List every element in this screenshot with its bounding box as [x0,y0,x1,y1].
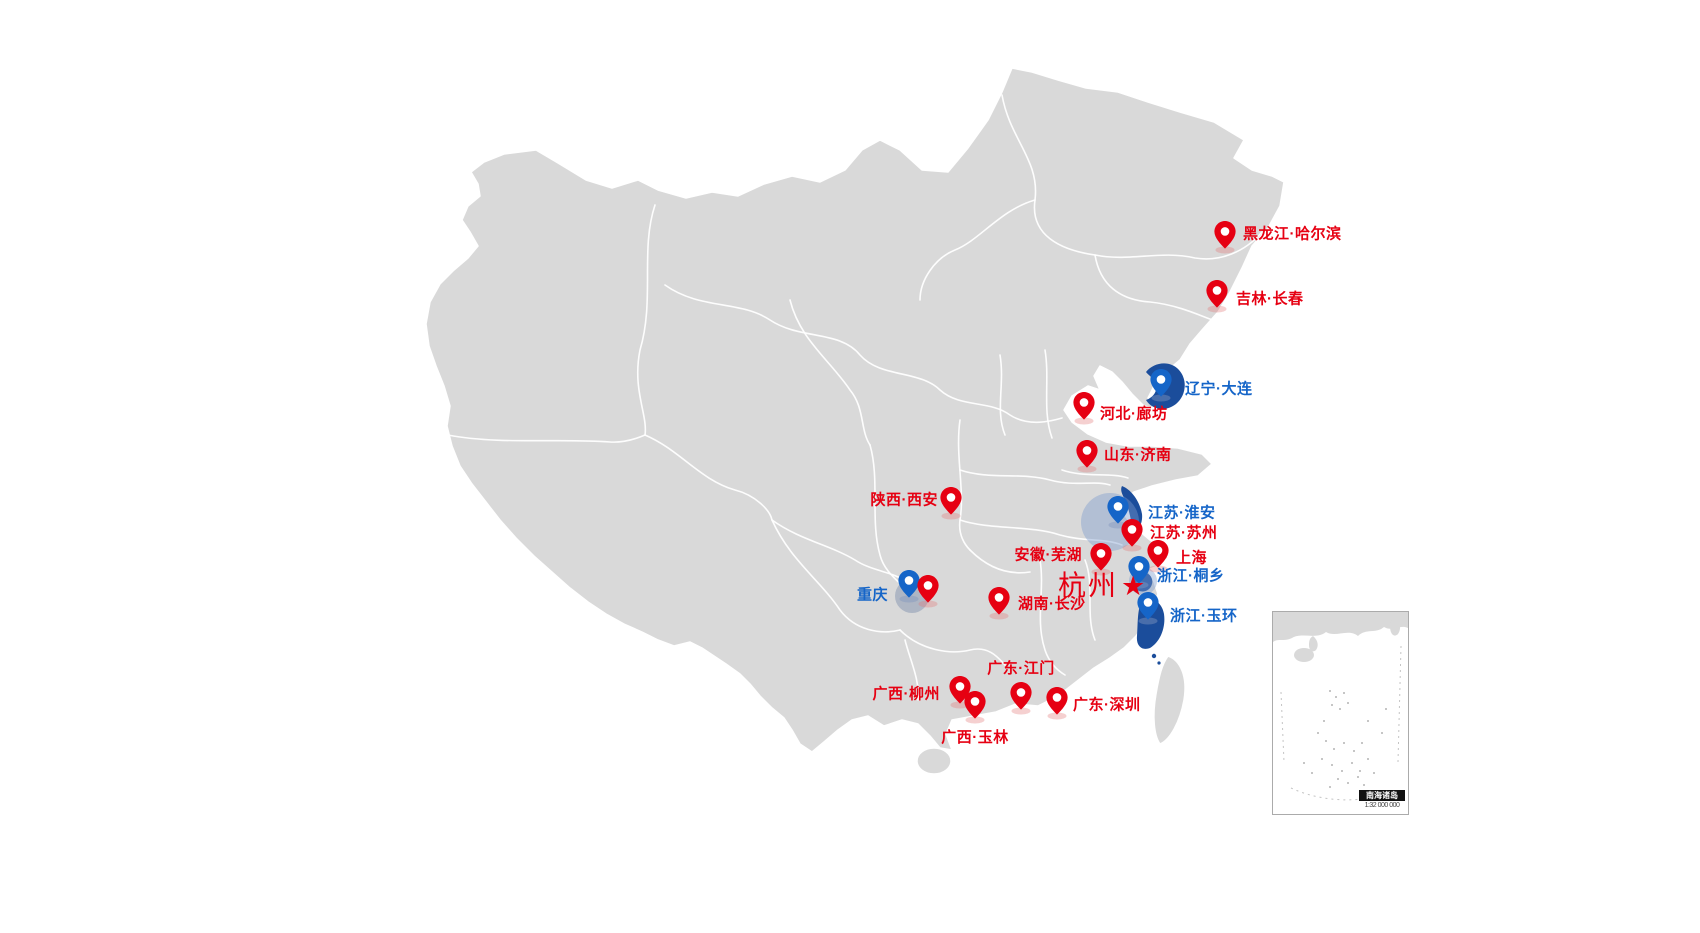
blue-pin-icon[interactable] [1148,367,1174,403]
red-pin-icon[interactable] [915,573,941,609]
inset-islands [1303,690,1387,788]
south-china-sea-inset: 南海诸岛 1:32 000 000 [1272,611,1409,815]
location-label: 广东·江门 [987,660,1055,677]
headquarters-label: 杭州 [1058,570,1119,601]
hainan-island-inset [1294,648,1314,662]
location-label: 陕西·西安 [870,491,938,509]
red-pin-icon[interactable] [938,485,964,521]
red-pin-icon[interactable] [1204,278,1230,314]
inset-title: 南海诸岛 [1359,790,1405,801]
location-label: 浙江·桐乡 [1157,567,1225,585]
hainan-island [916,747,952,775]
blue-pin-icon[interactable] [896,568,922,604]
location-label: 上海 [1176,549,1208,567]
location-label: 广东·深圳 [1073,696,1141,714]
blue-pin-icon[interactable] [1126,554,1152,590]
red-pin-icon[interactable] [1088,541,1114,577]
china-mainland [425,67,1285,753]
headquarters-star-icon: ★ [1121,571,1146,601]
blue-pin-icon[interactable] [1135,590,1161,626]
inset-coastline [1273,612,1408,642]
location-label: 重庆 [856,586,888,604]
red-pin-icon[interactable] [1145,538,1171,574]
red-pin-icon[interactable] [1212,219,1238,255]
red-pin-icon[interactable] [1071,390,1097,426]
location-label: 山东·济南 [1104,446,1172,464]
location-label: 湖南·长沙 [1018,595,1086,613]
red-pin-icon[interactable] [962,689,988,725]
location-label: 安徽·芜湖 [1014,546,1082,564]
inset-dash-line [1280,645,1402,801]
location-label: 江苏·苏州 [1150,524,1218,542]
location-label: 浙江·玉环 [1170,607,1238,625]
red-pin-icon[interactable] [986,585,1012,621]
inset-map-svg [1273,612,1408,801]
location-label: 吉林·长春 [1236,290,1304,308]
taiwan-island-inset [1390,618,1401,636]
red-pin-icon[interactable] [1008,680,1034,716]
province-borders [447,94,1263,701]
location-label: 辽宁·大连 [1185,380,1253,398]
red-pin-icon[interactable] [1044,685,1070,721]
inset-caption: 南海诸岛 1:32 000 000 [1359,790,1405,809]
yuhuan-islet [1157,661,1161,665]
location-label: 黑龙江·哈尔滨 [1243,225,1342,243]
red-pin-icon[interactable] [1074,438,1100,474]
location-label: 广西·玉林 [941,729,1009,746]
location-label: 广西·柳州 [872,685,940,703]
inset-leizhou [1309,636,1318,652]
yuhuan-islet [1151,653,1157,659]
taiwan-island [1153,655,1186,745]
headquarters-marker[interactable]: 杭州 ★ [1058,569,1145,603]
location-label: 河北·廊坊 [1100,405,1168,423]
red-pin-icon[interactable] [1119,517,1145,553]
location-label: 江苏·淮安 [1148,504,1216,522]
inset-scale: 1:32 000 000 [1364,802,1400,809]
